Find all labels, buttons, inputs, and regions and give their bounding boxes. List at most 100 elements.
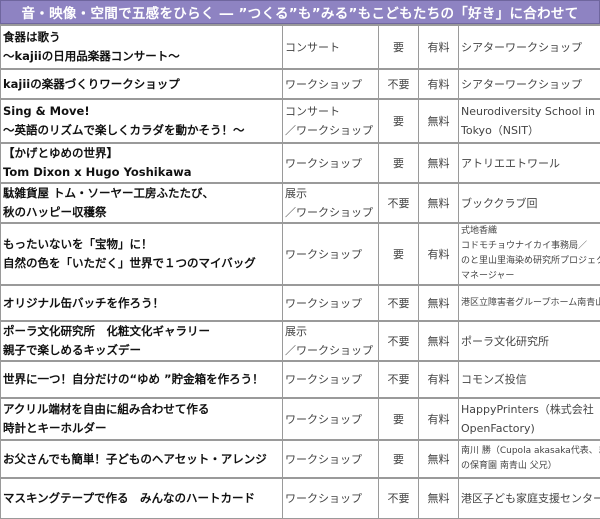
event-title-cell-line: もったいないを「宝物」に！ (3, 235, 280, 254)
fee-cell: 有料 (419, 69, 459, 99)
event-type-cell-line: ワークショップ (285, 489, 376, 508)
fee-cell: 無料 (419, 478, 459, 518)
event-type-cell-line: 展示 (285, 184, 376, 203)
event-title-cell-line: 秋のハッピー収穫祭 (3, 203, 280, 222)
event-type-cell-line: ワークショップ (285, 154, 376, 173)
event-type-cell: ワークショップ (283, 143, 379, 183)
event-title-cell: kajiiの楽器づくりワークショップ (1, 69, 283, 99)
fee-cell: 有料 (419, 361, 459, 398)
event-title-cell-line: 親子で楽しめるキッズデー (3, 341, 280, 360)
table-row: もったいないを「宝物」に！自然の色を「いただく」世界で１つのマイバッグワークショ… (1, 223, 600, 285)
table-row: ポーラ文化研究所 化粧文化ギャラリー親子で楽しめるキッズデー展示／ワークショップ… (1, 321, 600, 361)
event-type-cell: ワークショップ (283, 285, 379, 321)
organizer-cell-line: 港区子ども家庭支援センター (461, 489, 598, 508)
event-type-cell-line: ／ワークショップ (285, 203, 376, 222)
organizer-cell-line: Neurodiversity School in (461, 102, 598, 121)
organizer-cell-line: アトリエエトワール (461, 154, 598, 173)
organizer-cell-line: HappyPrinters（株式会社 (461, 400, 598, 419)
organizer-cell-line: 南川 勝（Cupola akasaka代表、まち (461, 444, 598, 459)
organizer-cell: コモンズ投信 (459, 361, 600, 398)
table-row: オリジナル缶バッチを作ろう！ワークショップ不要無料港区立障害者グループホーム南青… (1, 285, 600, 321)
organizer-cell-line: シアターワークショップ (461, 75, 598, 94)
event-type-cell-line: ワークショップ (285, 450, 376, 469)
reservation-cell: 不要 (379, 183, 419, 223)
event-type-cell-line: ワークショップ (285, 75, 376, 94)
organizer-cell: シアターワークショップ (459, 25, 600, 69)
event-title-cell: 駄雑貨屋 トム・ソーヤー工房ふたたび、秋のハッピー収穫祭 (1, 183, 283, 223)
fee-cell: 無料 (419, 440, 459, 478)
event-title-cell-line: ～英語のリズムで楽しくカラダを動かそう！～ (3, 121, 280, 140)
organizer-cell-line: ポーラ文化研究所 (461, 332, 598, 351)
event-title-cell-line: ～kajiiの日用品楽器コンサート～ (3, 47, 280, 66)
event-title-cell-line: kajiiの楽器づくりワークショップ (3, 75, 280, 94)
table-row: Sing & Move!～英語のリズムで楽しくカラダを動かそう！～コンサート／ワ… (1, 99, 600, 143)
event-type-cell: 展示／ワークショップ (283, 183, 379, 223)
event-type-cell: ワークショップ (283, 398, 379, 440)
table-row: マスキングテープで作る みんなのハートカードワークショップ不要無料港区子ども家庭… (1, 478, 600, 518)
reservation-cell: 不要 (379, 478, 419, 518)
fee-cell: 有料 (419, 398, 459, 440)
reservation-cell: 要 (379, 398, 419, 440)
event-type-cell: ワークショップ (283, 223, 379, 285)
event-type-cell: ワークショップ (283, 440, 379, 478)
fee-cell: 有料 (419, 223, 459, 285)
reservation-cell: 要 (379, 25, 419, 69)
event-title-cell-line: Sing & Move! (3, 102, 280, 121)
reservation-cell: 要 (379, 143, 419, 183)
organizer-cell: ブッククラブ回 (459, 183, 600, 223)
event-type-cell-line: コンサート (285, 102, 376, 121)
organizer-cell-line: コモンズ投信 (461, 370, 598, 389)
event-type-cell: コンサート (283, 25, 379, 69)
organizer-cell: ポーラ文化研究所 (459, 321, 600, 361)
organizer-cell: 南川 勝（Cupola akasaka代表、まちの保育園 南青山 父兄） (459, 440, 600, 478)
organizer-cell-line: 港区立障害者グループホーム南青山 (461, 296, 598, 311)
event-type-cell-line: ／ワークショップ (285, 341, 376, 360)
organizer-cell-line: ブッククラブ回 (461, 194, 598, 213)
organizer-cell-line: の保育園 南青山 父兄） (461, 459, 598, 474)
organizer-cell-line: Tokyo（NSIT） (461, 121, 598, 140)
event-type-cell: ワークショップ (283, 478, 379, 518)
organizer-cell-line: 式地香織 (461, 224, 598, 239)
event-title-cell-line: 食器は歌う (3, 28, 280, 47)
event-type-cell-line: ワークショップ (285, 294, 376, 313)
event-title-cell: 食器は歌う～kajiiの日用品楽器コンサート～ (1, 25, 283, 69)
organizer-cell: 港区子ども家庭支援センター (459, 478, 600, 518)
event-title-cell-line: オリジナル缶バッチを作ろう！ (3, 294, 280, 313)
event-title-cell-line: 駄雑貨屋 トム・ソーヤー工房ふたたび、 (3, 184, 280, 203)
event-title-cell-line: 【かげとゆめの世界】 (3, 144, 280, 163)
organizer-cell: シアターワークショップ (459, 69, 600, 99)
reservation-cell: 不要 (379, 321, 419, 361)
event-type-cell-line: 展示 (285, 322, 376, 341)
event-type-cell: 展示／ワークショップ (283, 321, 379, 361)
table-row: 駄雑貨屋 トム・ソーヤー工房ふたたび、秋のハッピー収穫祭展示／ワークショップ不要… (1, 183, 600, 223)
event-title-cell: 世界に一つ！自分だけの“ゆめ ”貯金箱を作ろう！ (1, 361, 283, 398)
reservation-cell: 不要 (379, 361, 419, 398)
event-title-cell: マスキングテープで作る みんなのハートカード (1, 478, 283, 518)
event-title-cell: もったいないを「宝物」に！自然の色を「いただく」世界で１つのマイバッグ (1, 223, 283, 285)
event-title-cell: オリジナル缶バッチを作ろう！ (1, 285, 283, 321)
event-title-cell: Sing & Move!～英語のリズムで楽しくカラダを動かそう！～ (1, 99, 283, 143)
event-title-cell-line: ポーラ文化研究所 化粧文化ギャラリー (3, 322, 280, 341)
event-type-cell-line: ／ワークショップ (285, 121, 376, 140)
organizer-cell: 式地香織コドモチョウナイカイ事務局／のと里山里海染め研究所プロジェクトマネージャ… (459, 223, 600, 285)
fee-cell: 無料 (419, 99, 459, 143)
event-type-cell: ワークショップ (283, 361, 379, 398)
organizer-cell: 港区立障害者グループホーム南青山 (459, 285, 600, 321)
fee-cell: 無料 (419, 285, 459, 321)
event-title-cell-line: マスキングテープで作る みんなのハートカード (3, 489, 280, 508)
fee-cell: 無料 (419, 321, 459, 361)
event-title-cell: アクリル端材を自由に組み合わせて作る時計とキーホルダー (1, 398, 283, 440)
table-title: 音・映像・空間で五感をひらく ― ”つくる”も”みる”もこどもたちの「好き」に合… (0, 0, 600, 24)
event-title-cell-line: お父さんでも簡単！子どものヘアセット・アレンジ (3, 450, 280, 469)
organizer-cell-line: OpenFactory) (461, 419, 598, 438)
event-title-cell-line: 世界に一つ！自分だけの“ゆめ ”貯金箱を作ろう！ (3, 370, 280, 389)
organizer-cell-line: のと里山里海染め研究所プロジェクト (461, 254, 598, 269)
fee-cell: 無料 (419, 183, 459, 223)
reservation-cell: 要 (379, 223, 419, 285)
event-title-cell: お父さんでも簡単！子どものヘアセット・アレンジ (1, 440, 283, 478)
event-title-cell-line: アクリル端材を自由に組み合わせて作る (3, 400, 280, 419)
